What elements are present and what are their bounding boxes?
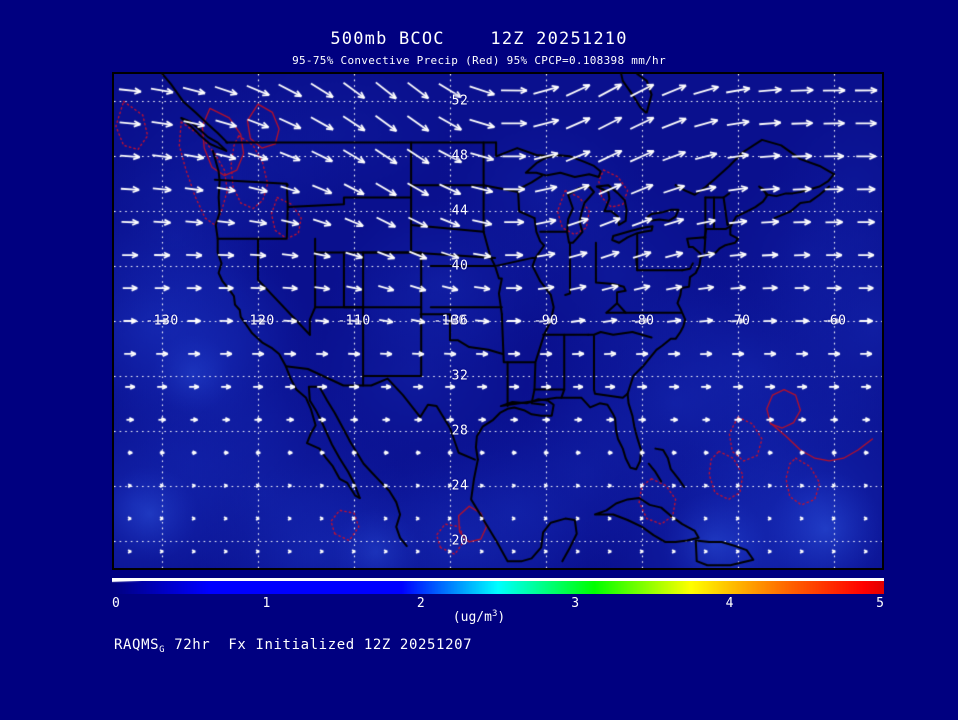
map-plot-area[interactable] [112, 72, 884, 570]
lon-label-neg80: -80 [629, 313, 655, 329]
lat-label-20: 20 [451, 533, 469, 549]
colorbar-units-label: (ug/m3) [452, 609, 506, 625]
lon-label-neg70: -70 [725, 313, 751, 329]
lat-label-24: 24 [451, 478, 469, 494]
footer-model-subscript: G [159, 645, 166, 655]
lat-label-52: 52 [451, 93, 469, 109]
page-subtitle: 95-75% Convective Precip (Red) 95% CPCP=… [292, 54, 666, 67]
footer-caption: RAQMSG 72hr Fx Initialized 12Z 20251207 [114, 637, 473, 655]
colorbar-tick-2: 2 [416, 596, 425, 611]
lon-label-neg100: -100 [433, 313, 467, 329]
lat-label-36: 36 [451, 313, 469, 329]
lat-label-44: 44 [451, 203, 469, 219]
lon-label-neg110: -110 [337, 313, 371, 329]
colorbar-white-cap [112, 578, 884, 581]
colorbar-tick-0: 0 [112, 596, 120, 611]
lat-label-40: 40 [451, 258, 469, 274]
lon-label-neg60: -60 [821, 313, 847, 329]
colorbar[interactable] [112, 578, 884, 594]
lon-label-neg90: -90 [533, 313, 559, 329]
lon-label-neg130: -130 [145, 313, 179, 329]
units-exponent: 3 [491, 609, 498, 619]
colorbar-tick-3: 3 [571, 596, 580, 611]
lat-label-48: 48 [451, 148, 469, 164]
colorbar-tick-4: 4 [725, 596, 734, 611]
page-title: 500mb BCOC 12Z 20251210 [330, 29, 628, 49]
map-field-canvas [114, 74, 882, 568]
colorbar-tick-1: 1 [262, 596, 271, 611]
lon-label-neg120: -120 [241, 313, 275, 329]
colorbar-gradient [112, 578, 884, 594]
colorbar-tick-5: 5 [876, 596, 884, 611]
lat-label-32: 32 [451, 368, 469, 384]
lat-label-28: 28 [451, 423, 469, 439]
